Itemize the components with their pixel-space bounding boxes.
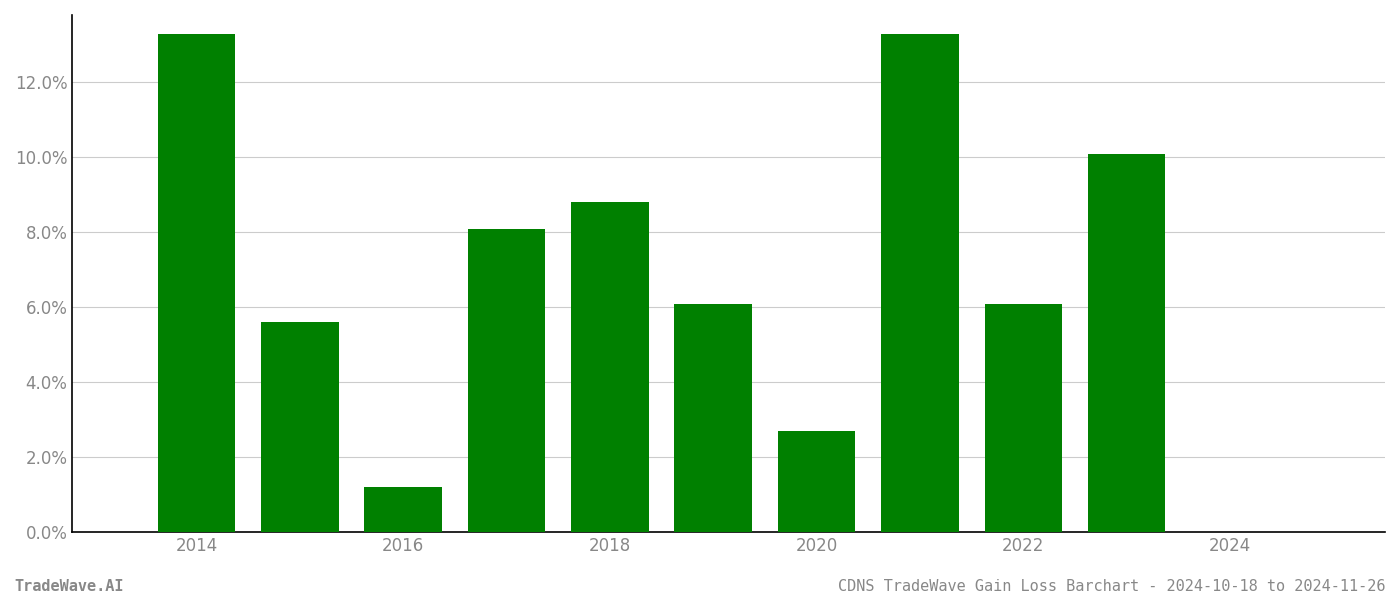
Bar (158, 34, 235, 532)
Text: TradeWave.AI: TradeWave.AI (14, 579, 123, 594)
Bar (571, 202, 648, 532)
Bar (364, 487, 442, 532)
Bar (675, 304, 752, 532)
Bar (778, 431, 855, 532)
Bar (984, 304, 1063, 532)
Text: CDNS TradeWave Gain Loss Barchart - 2024-10-18 to 2024-11-26: CDNS TradeWave Gain Loss Barchart - 2024… (839, 579, 1386, 594)
Bar (468, 229, 546, 532)
Bar (1088, 154, 1165, 532)
Bar (260, 322, 339, 532)
Bar (881, 34, 959, 532)
